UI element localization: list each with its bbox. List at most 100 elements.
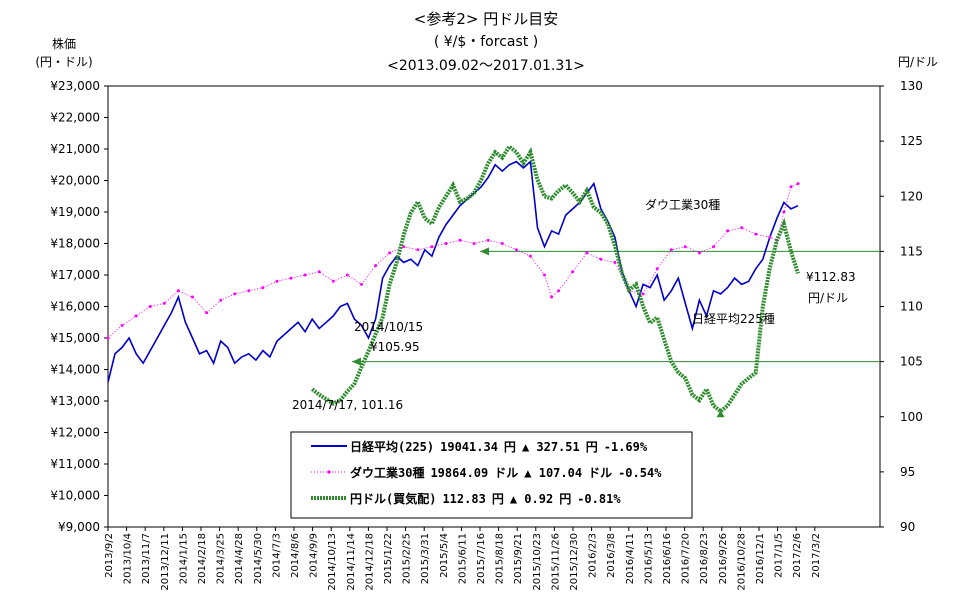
left-axis-label-2: (円・ドル) — [35, 55, 92, 69]
series-dow-point — [233, 292, 237, 296]
left-tick-label: ¥16,000 — [50, 300, 100, 314]
x-tick-label: 2015/11/26 — [550, 533, 561, 591]
x-tick-label: 2015/6/11 — [457, 533, 468, 584]
left-tick-label: ¥18,000 — [50, 237, 100, 251]
series-dow-point — [782, 210, 786, 214]
series-dow-point — [303, 273, 307, 277]
right-tick-label: 100 — [900, 410, 923, 424]
series-dow-point — [543, 273, 546, 277]
series-dow-point — [331, 279, 335, 283]
left-tick-label: ¥13,000 — [50, 394, 100, 408]
x-tick-label: 2015/12/30 — [569, 533, 580, 591]
x-tick-label: 2014/12/18 — [364, 533, 375, 591]
x-tick-label: 2015/7/16 — [476, 533, 487, 584]
series-dow-point — [796, 182, 800, 186]
annotation-yen-value: ¥112.83 — [806, 270, 856, 284]
series-dow-point — [528, 254, 532, 258]
x-tick-label: 2016/8/23 — [699, 533, 710, 584]
x-tick-label: 2013/11/7 — [141, 533, 152, 584]
series-dow-point — [317, 270, 321, 274]
series-dow-point — [571, 270, 575, 274]
x-tick-label: 2017/3/2 — [811, 533, 822, 578]
series-dow-point — [345, 273, 349, 277]
reference-arrow — [480, 247, 489, 256]
x-tick-label: 2016/4/11 — [625, 533, 636, 584]
series-dow-point — [289, 276, 293, 280]
series-dow-point — [402, 245, 406, 249]
x-tick-label: 2016/9/26 — [718, 533, 729, 584]
right-tick-label: 90 — [900, 520, 915, 534]
series-dow-point — [120, 323, 124, 327]
left-tick-label: ¥9,000 — [58, 520, 100, 534]
series-dow-point — [557, 289, 561, 293]
series-dow-point — [712, 245, 715, 249]
x-tick-label: 2016/7/20 — [681, 533, 692, 584]
x-tick-label: 2016/3/8 — [606, 533, 617, 578]
chart-period: <2013.09.02～2017.01.31> — [387, 58, 585, 74]
annotation-yen-unit: 円/ドル — [808, 291, 848, 305]
series-dow-point — [472, 242, 476, 245]
x-tick-label: 2014/4/28 — [234, 533, 245, 584]
chart-title: <参考2> 円ドル目安 — [414, 10, 558, 28]
x-tick-label: 2014/8/6 — [290, 533, 301, 578]
series-dow-point — [247, 289, 251, 293]
x-tick-label: 2016/5/13 — [643, 533, 654, 584]
annotation-oct-value: ¥105.95 — [370, 340, 420, 354]
right-tick-label: 120 — [900, 189, 923, 203]
series-dow-point — [275, 279, 279, 283]
x-tick-label: 2014/2/18 — [197, 533, 208, 584]
series-dow-point — [789, 185, 793, 189]
x-tick-label: 2016/6/16 — [662, 533, 673, 584]
x-tick-label: 2013/12/11 — [160, 533, 171, 591]
series-dow-point — [205, 311, 209, 315]
right-tick-label: 110 — [900, 300, 923, 314]
left-tick-label: ¥10,000 — [50, 489, 100, 503]
left-tick-label: ¥22,000 — [50, 111, 100, 125]
annotation-dow: ダウ工業30種 — [645, 197, 720, 212]
series-dow-point — [486, 238, 490, 242]
x-tick-label: 2016/12/1 — [755, 533, 766, 584]
series-dow-point — [219, 298, 223, 302]
series-dow-point — [768, 235, 772, 239]
left-tick-label: ¥23,000 — [50, 79, 100, 93]
series-dow-point — [148, 305, 152, 308]
chart-subtitle: ( ¥/$・forcast ) — [434, 34, 538, 50]
series-dow-point — [641, 292, 645, 296]
series-yen-line — [310, 143, 800, 414]
series-dow-point — [613, 260, 617, 264]
series-dow-point — [261, 286, 265, 290]
right-tick-label: 115 — [900, 244, 923, 258]
series-dow-point — [162, 301, 166, 305]
left-axis-label-1: 株価 — [52, 36, 76, 51]
x-tick-label: 2015/2/25 — [402, 533, 413, 584]
series-dow-point — [374, 264, 378, 268]
series-dow-point — [430, 245, 434, 249]
legend-row-yen: 円ドル(買気配) 112.83 円 ▲ 0.92 円 -0.81% — [350, 491, 621, 506]
reference-arrow — [352, 357, 361, 366]
left-tick-label: ¥20,000 — [50, 174, 100, 188]
right-tick-label: 105 — [900, 355, 923, 369]
series-dow-point — [388, 251, 392, 255]
left-tick-label: ¥11,000 — [50, 457, 100, 471]
series-nikkei-line — [107, 159, 799, 383]
left-tick-label: ¥17,000 — [50, 268, 100, 282]
annotation-nikkei: 日経平均225種 — [692, 312, 775, 326]
x-tick-label: 2017/2/6 — [792, 533, 803, 578]
x-tick-label: 2015/10/23 — [532, 533, 543, 591]
annotation-oct-date: 2014/10/15 — [354, 320, 423, 334]
left-tick-label: ¥19,000 — [50, 205, 100, 219]
x-tick-label: 2014/5/30 — [253, 533, 264, 584]
series-dow-point — [500, 242, 504, 245]
right-axis-label: 円/ドル — [898, 55, 938, 69]
x-tick-label: 2015/5/4 — [439, 533, 450, 578]
series-dow-point — [176, 289, 180, 293]
left-tick-label: ¥12,000 — [50, 426, 100, 440]
x-tick-label: 2014/7/3 — [271, 533, 282, 578]
left-tick-label: ¥14,000 — [50, 363, 100, 377]
x-tick-label: 2016/10/28 — [736, 533, 747, 591]
x-tick-label: 2013/10/4 — [123, 533, 134, 584]
series-dow-point — [191, 295, 194, 299]
series-dow-point — [669, 248, 673, 252]
x-tick-label: 2015/8/18 — [495, 533, 506, 584]
x-tick-label: 2013/9/2 — [104, 533, 115, 578]
